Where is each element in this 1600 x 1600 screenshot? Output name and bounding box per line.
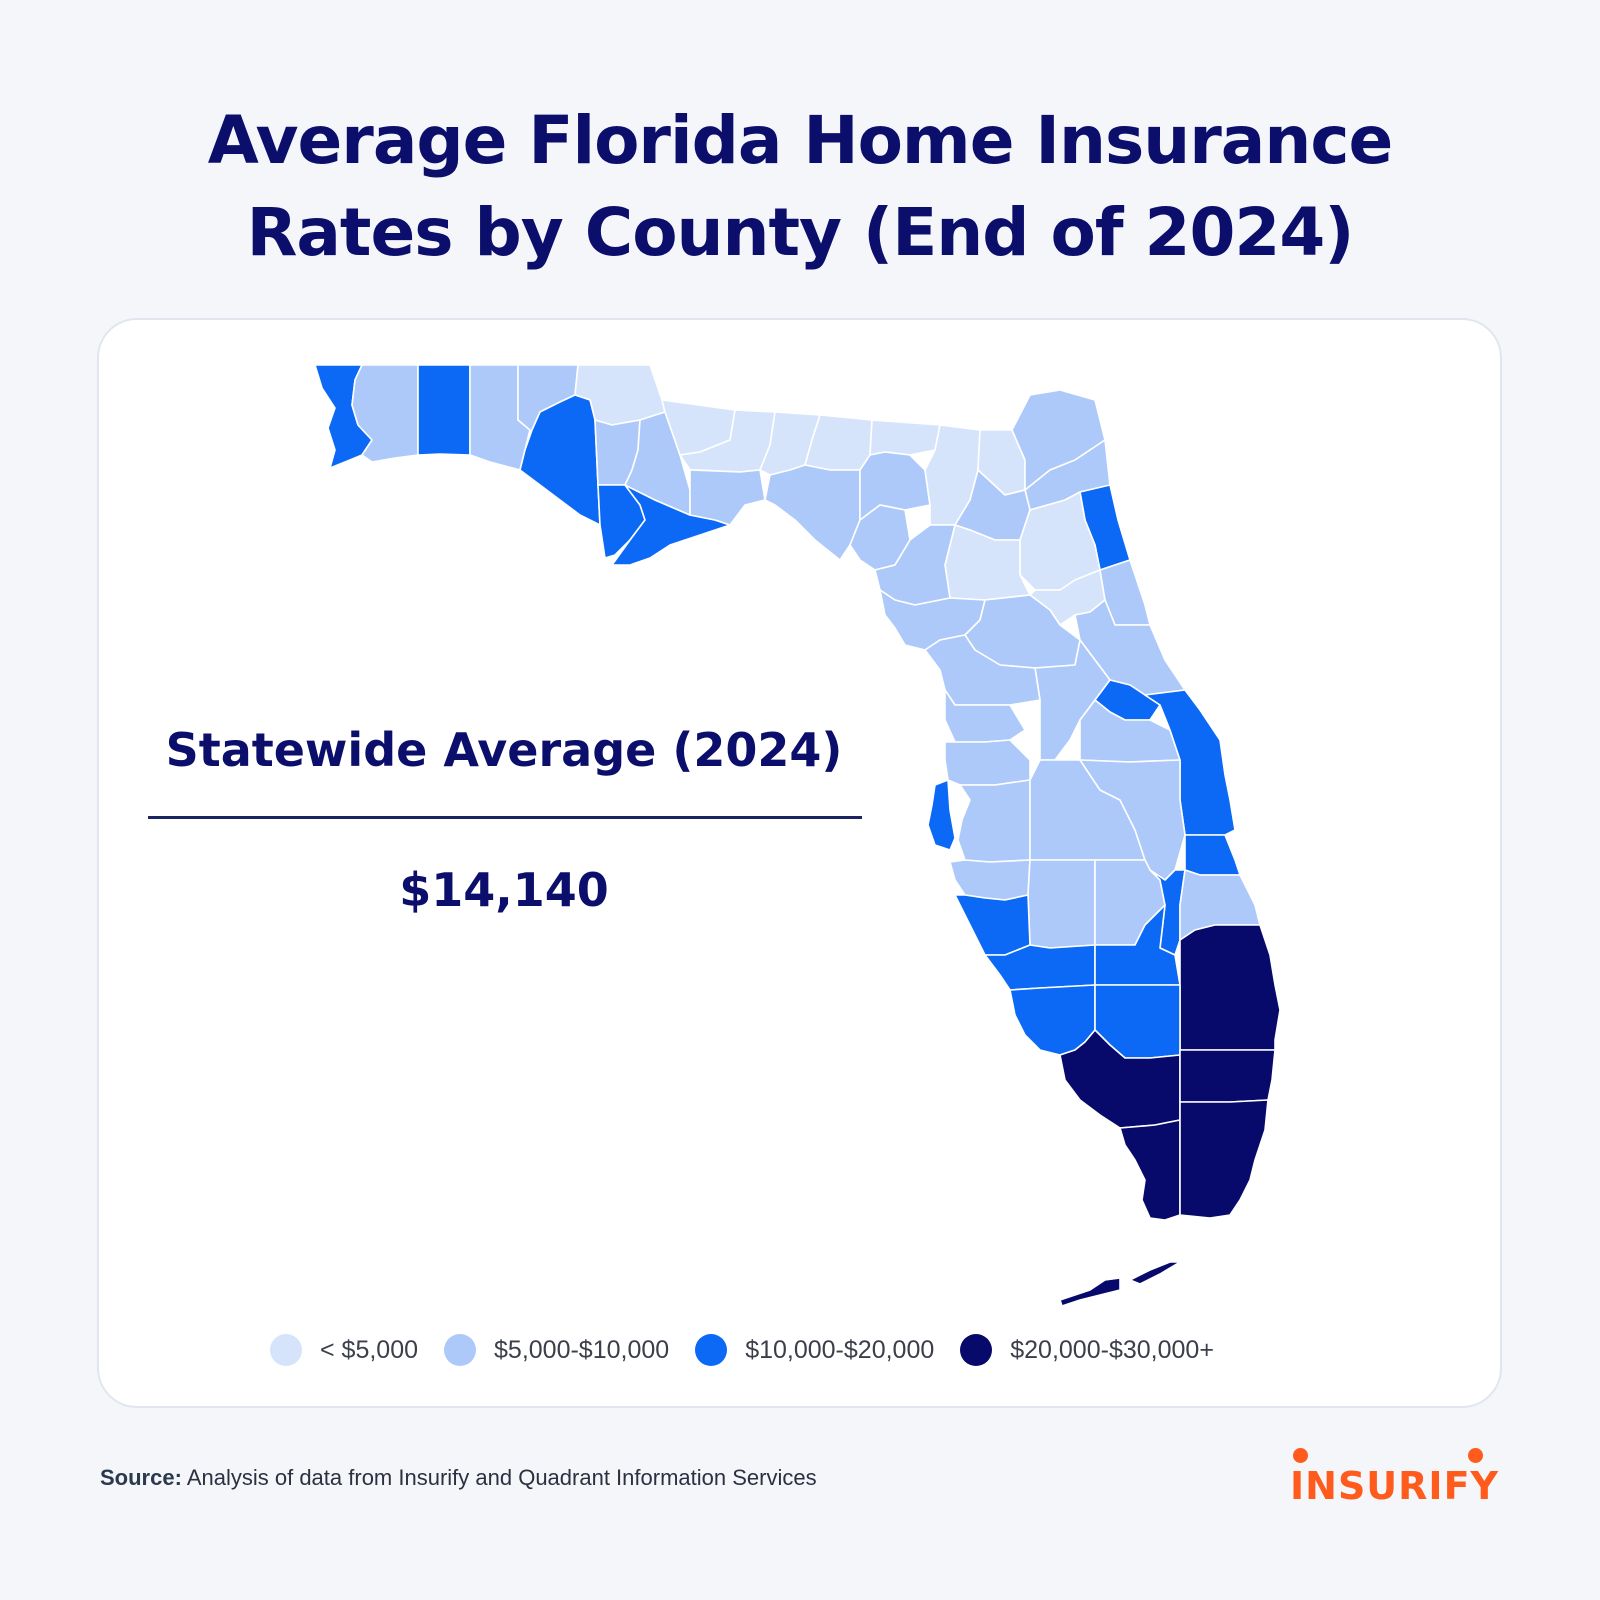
legend-swatch [695, 1334, 728, 1366]
legend-item: $5,000-$10,000 [444, 1334, 669, 1366]
county-monroe-mainland [1119, 1119, 1181, 1221]
legend-item: $10,000-$20,000 [695, 1334, 934, 1366]
legend-swatch [444, 1334, 477, 1366]
legend-label: $10,000-$20,000 [745, 1335, 935, 1364]
title-line-2: Rates by County (End of 2024) [246, 194, 1355, 271]
county-hamilton [869, 419, 941, 456]
map-legend: < $5,000 $5,000-$10,000 $10,000-$20,000 … [270, 1330, 1240, 1370]
insurify-logo: INSURIFY [1290, 1448, 1510, 1518]
county-taylor [764, 464, 861, 561]
county-sarasota [954, 894, 1031, 956]
statewide-average-value: $14,140 [399, 863, 609, 917]
county-brevard [1144, 689, 1236, 836]
source-prefix: Source: [100, 1465, 182, 1490]
legend-swatch [270, 1334, 302, 1366]
legend-label: < $5,000 [320, 1335, 419, 1364]
legend-item: < $5,000 [270, 1334, 418, 1366]
logo-wordmark: INSURIFY [1290, 1464, 1500, 1508]
county-wakulla [689, 469, 766, 526]
county-hardee-highlands [1027, 859, 1096, 949]
statewide-divider [148, 816, 862, 819]
county-hernando [944, 689, 1026, 743]
county-miami-dade [1179, 1099, 1269, 1219]
source-text: Analysis of data from Insurify and Quadr… [186, 1465, 817, 1490]
county-indian-river [1184, 834, 1241, 876]
county-manatee [949, 859, 1031, 901]
county-palm-beach [1179, 924, 1281, 1051]
county-suwannee [859, 451, 931, 521]
florida-keys [1059, 1277, 1121, 1307]
statewide-average-label: Statewide Average (2024) [165, 723, 843, 777]
legend-label: $5,000-$10,000 [494, 1335, 670, 1364]
florida-keys-east [1129, 1261, 1181, 1285]
title-line-1: Average Florida Home Insurance [207, 102, 1393, 179]
county-hillsborough [957, 779, 1031, 863]
logo-dot-right [1468, 1448, 1483, 1463]
legend-label: $20,000-$30,000+ [1010, 1335, 1214, 1364]
county-pasco [944, 739, 1031, 786]
county-broward [1179, 1049, 1276, 1103]
page-title: Average Florida Home Insurance Rates by … [100, 95, 1500, 279]
source-note: Source: Analysis of data from Insurify a… [100, 1465, 817, 1491]
logo-dot-left [1293, 1448, 1308, 1463]
county-okaloosa [417, 364, 471, 456]
county-pinellas [927, 779, 956, 851]
legend-swatch [960, 1334, 993, 1366]
legend-item: $20,000-$30,000+ [960, 1334, 1214, 1366]
